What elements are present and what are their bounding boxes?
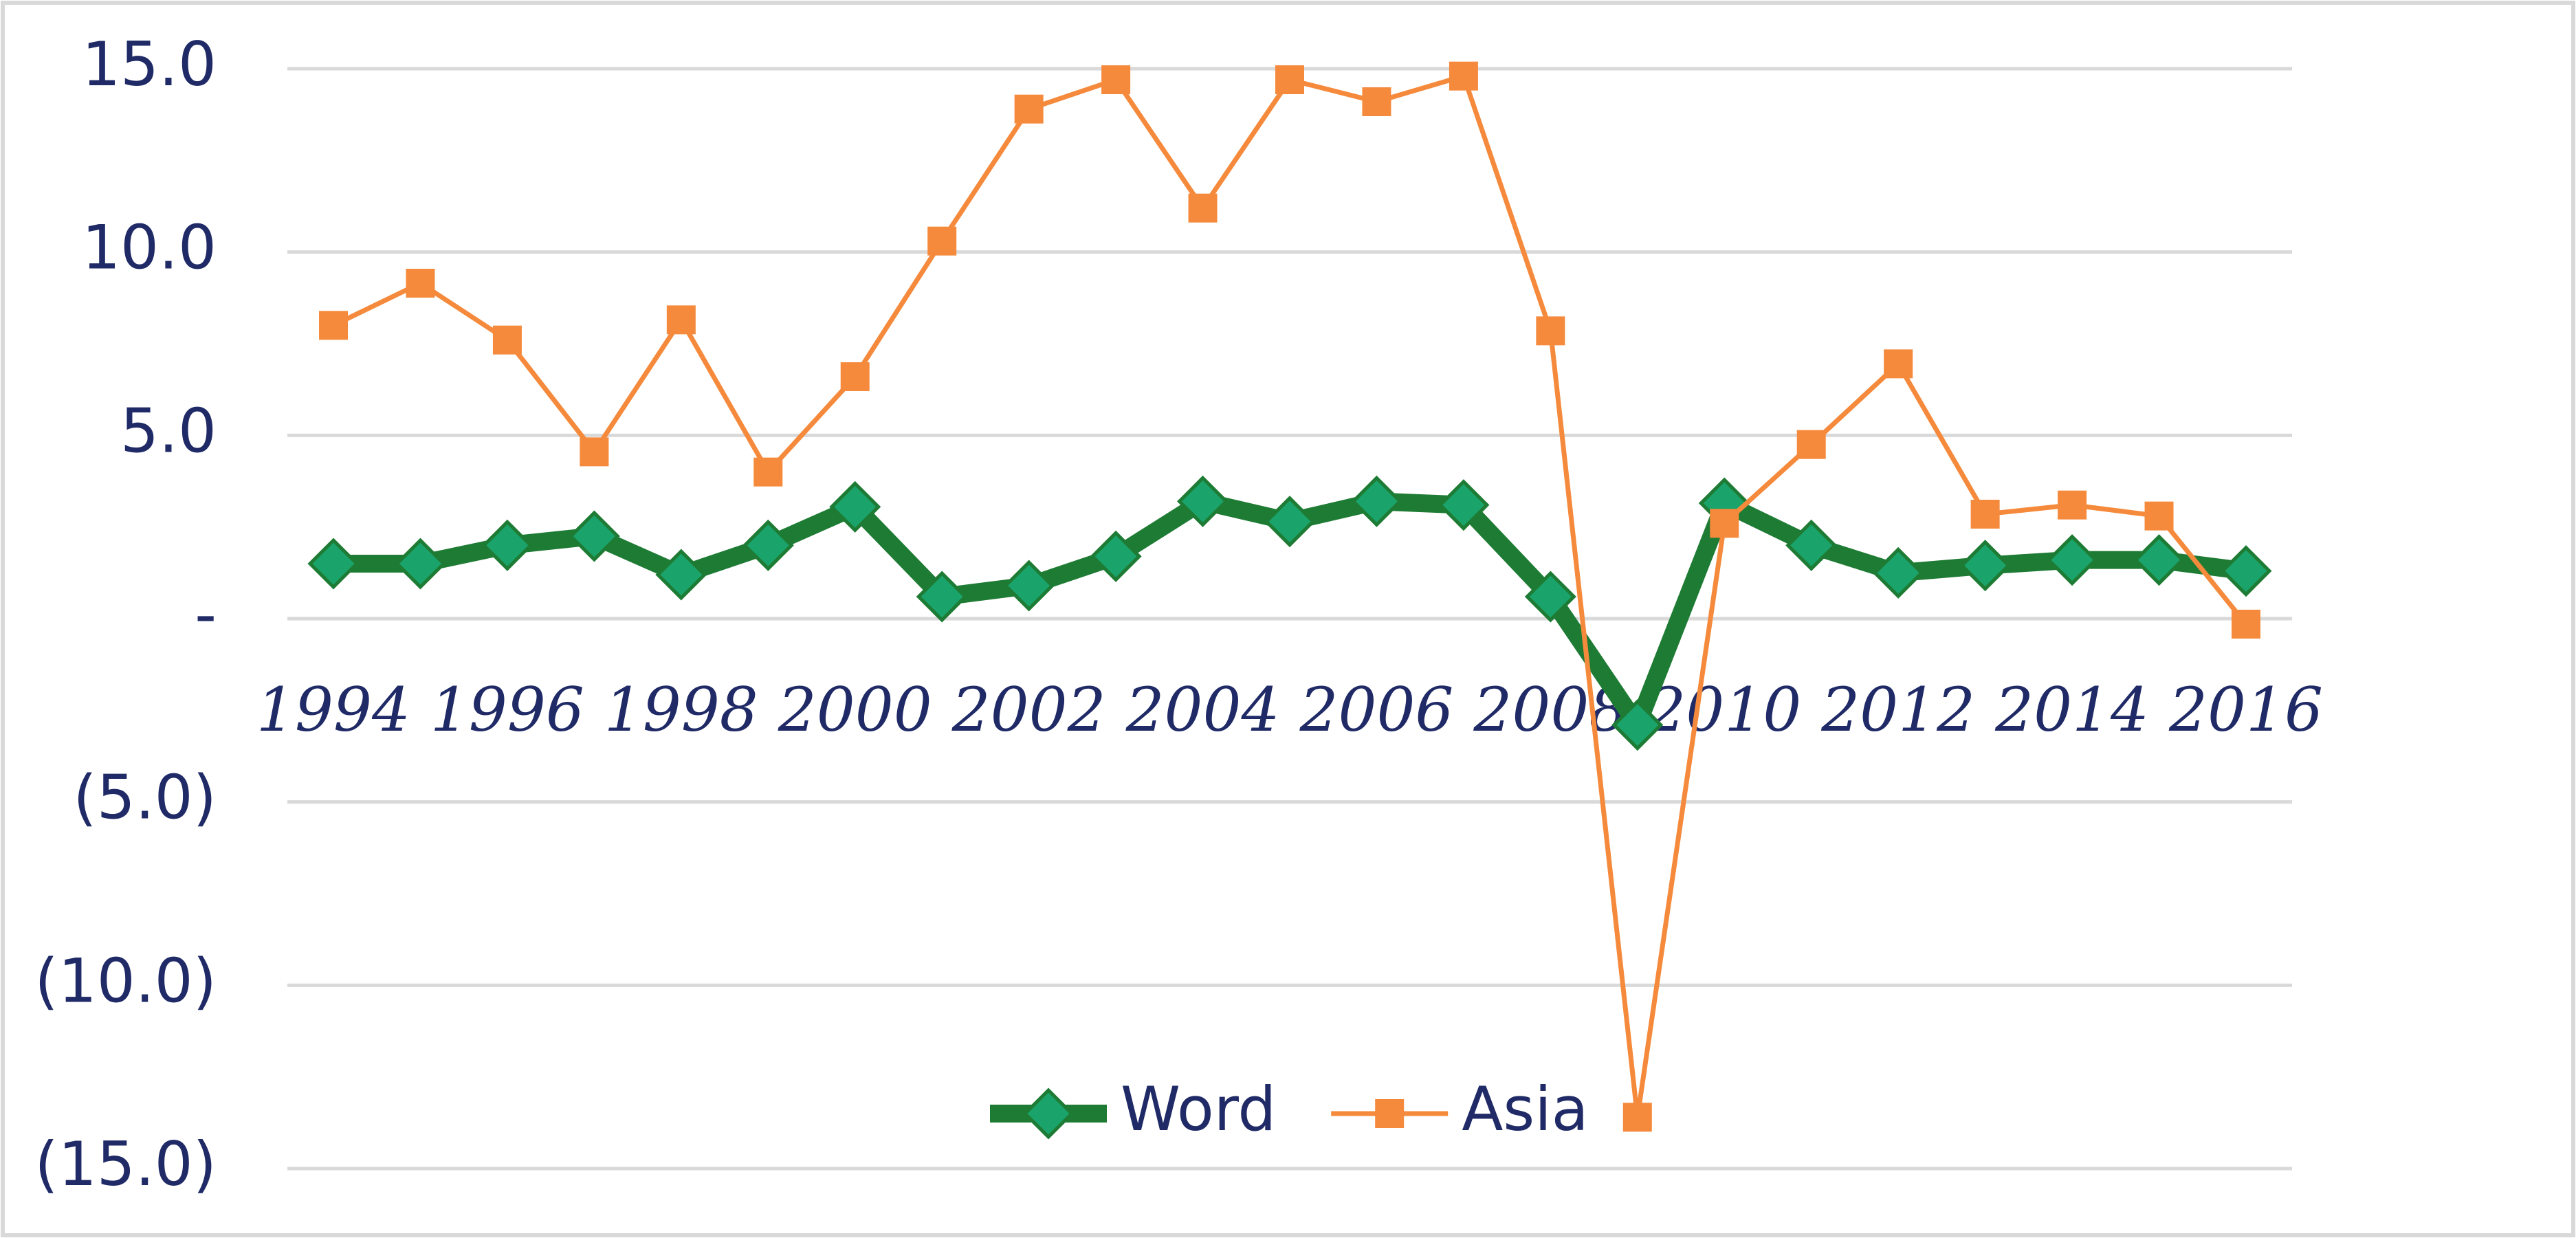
marker (1264, 496, 1316, 548)
legend-marker (1375, 1099, 1405, 1128)
marker (840, 362, 870, 391)
marker (916, 571, 968, 623)
marker (927, 226, 957, 256)
x-tick-label: 1994 (256, 674, 410, 745)
marker (2220, 545, 2272, 597)
x-tick-label: 2010 (1647, 674, 1801, 745)
x-tick-label: 2014 (1994, 674, 2149, 745)
x-tick-label: 2004 (1125, 674, 1280, 745)
marker (1275, 65, 1304, 94)
marker (1524, 571, 1576, 623)
marker (753, 457, 783, 487)
marker (1872, 546, 1924, 599)
marker (1970, 500, 2000, 529)
marker (2133, 534, 2186, 586)
y-tick-label: (15.0) (34, 1129, 217, 1200)
y-tick-label: (10.0) (34, 945, 217, 1016)
x-tick-label: 2002 (951, 674, 1106, 745)
marker (1884, 349, 1913, 379)
y-tick-label: 5.0 (120, 395, 217, 466)
marker (580, 437, 609, 467)
marker (319, 311, 349, 340)
y-tick-label: 15.0 (82, 29, 217, 100)
marker (1362, 87, 1391, 116)
marker (492, 325, 522, 355)
marker (1090, 530, 1142, 582)
marker (1796, 430, 1826, 459)
marker (655, 549, 707, 601)
x-tick-label: 1996 (430, 674, 584, 745)
marker (1611, 699, 1664, 751)
marker (1350, 475, 1402, 527)
legend-marker (1022, 1087, 1075, 1140)
marker (1101, 65, 1131, 94)
marker (1188, 193, 1218, 223)
x-tick-label: 1998 (604, 674, 758, 745)
marker (1710, 509, 1739, 538)
marker (1014, 94, 1044, 124)
x-tick-label: 2006 (1299, 674, 1453, 745)
x-tick-label: 2016 (2168, 674, 2323, 745)
marker (1177, 475, 1229, 527)
marker (829, 480, 881, 533)
marker (1785, 519, 1838, 571)
marker (1003, 560, 1055, 612)
marker (2046, 534, 2098, 586)
y-tick-label: 10.0 (82, 212, 217, 283)
marker (1449, 61, 1478, 91)
marker (1536, 316, 1565, 346)
marker (568, 510, 620, 562)
marker (481, 519, 533, 571)
legend-label: Word (1121, 1074, 1276, 1145)
marker (1959, 540, 2012, 592)
x-tick-label: 2000 (778, 674, 932, 745)
marker (307, 538, 360, 590)
marker (394, 538, 447, 590)
marker (2058, 490, 2087, 520)
marker (2144, 501, 2174, 531)
marker (1622, 1103, 1652, 1132)
marker (742, 519, 794, 571)
marker (406, 269, 435, 298)
y-tick-label: - (195, 579, 217, 650)
marker (2231, 610, 2260, 639)
marker (666, 305, 696, 335)
legend-label: Asia (1462, 1074, 1588, 1145)
marker (1438, 479, 1490, 531)
y-tick-label: (5.0) (73, 762, 217, 833)
x-tick-label: 2012 (1820, 674, 1975, 745)
